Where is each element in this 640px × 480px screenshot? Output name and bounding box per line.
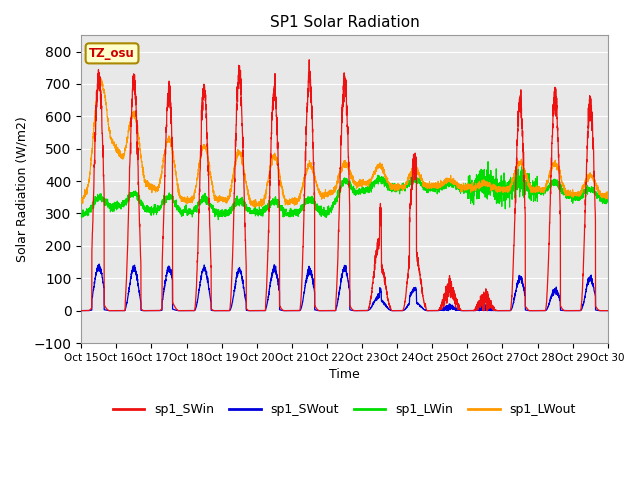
X-axis label: Time: Time bbox=[329, 368, 360, 381]
Title: SP1 Solar Radiation: SP1 Solar Radiation bbox=[269, 15, 419, 30]
Text: TZ_osu: TZ_osu bbox=[89, 47, 135, 60]
Y-axis label: Solar Radiation (W/m2): Solar Radiation (W/m2) bbox=[15, 116, 28, 262]
Legend: sp1_SWin, sp1_SWout, sp1_LWin, sp1_LWout: sp1_SWin, sp1_SWout, sp1_LWin, sp1_LWout bbox=[108, 398, 581, 421]
